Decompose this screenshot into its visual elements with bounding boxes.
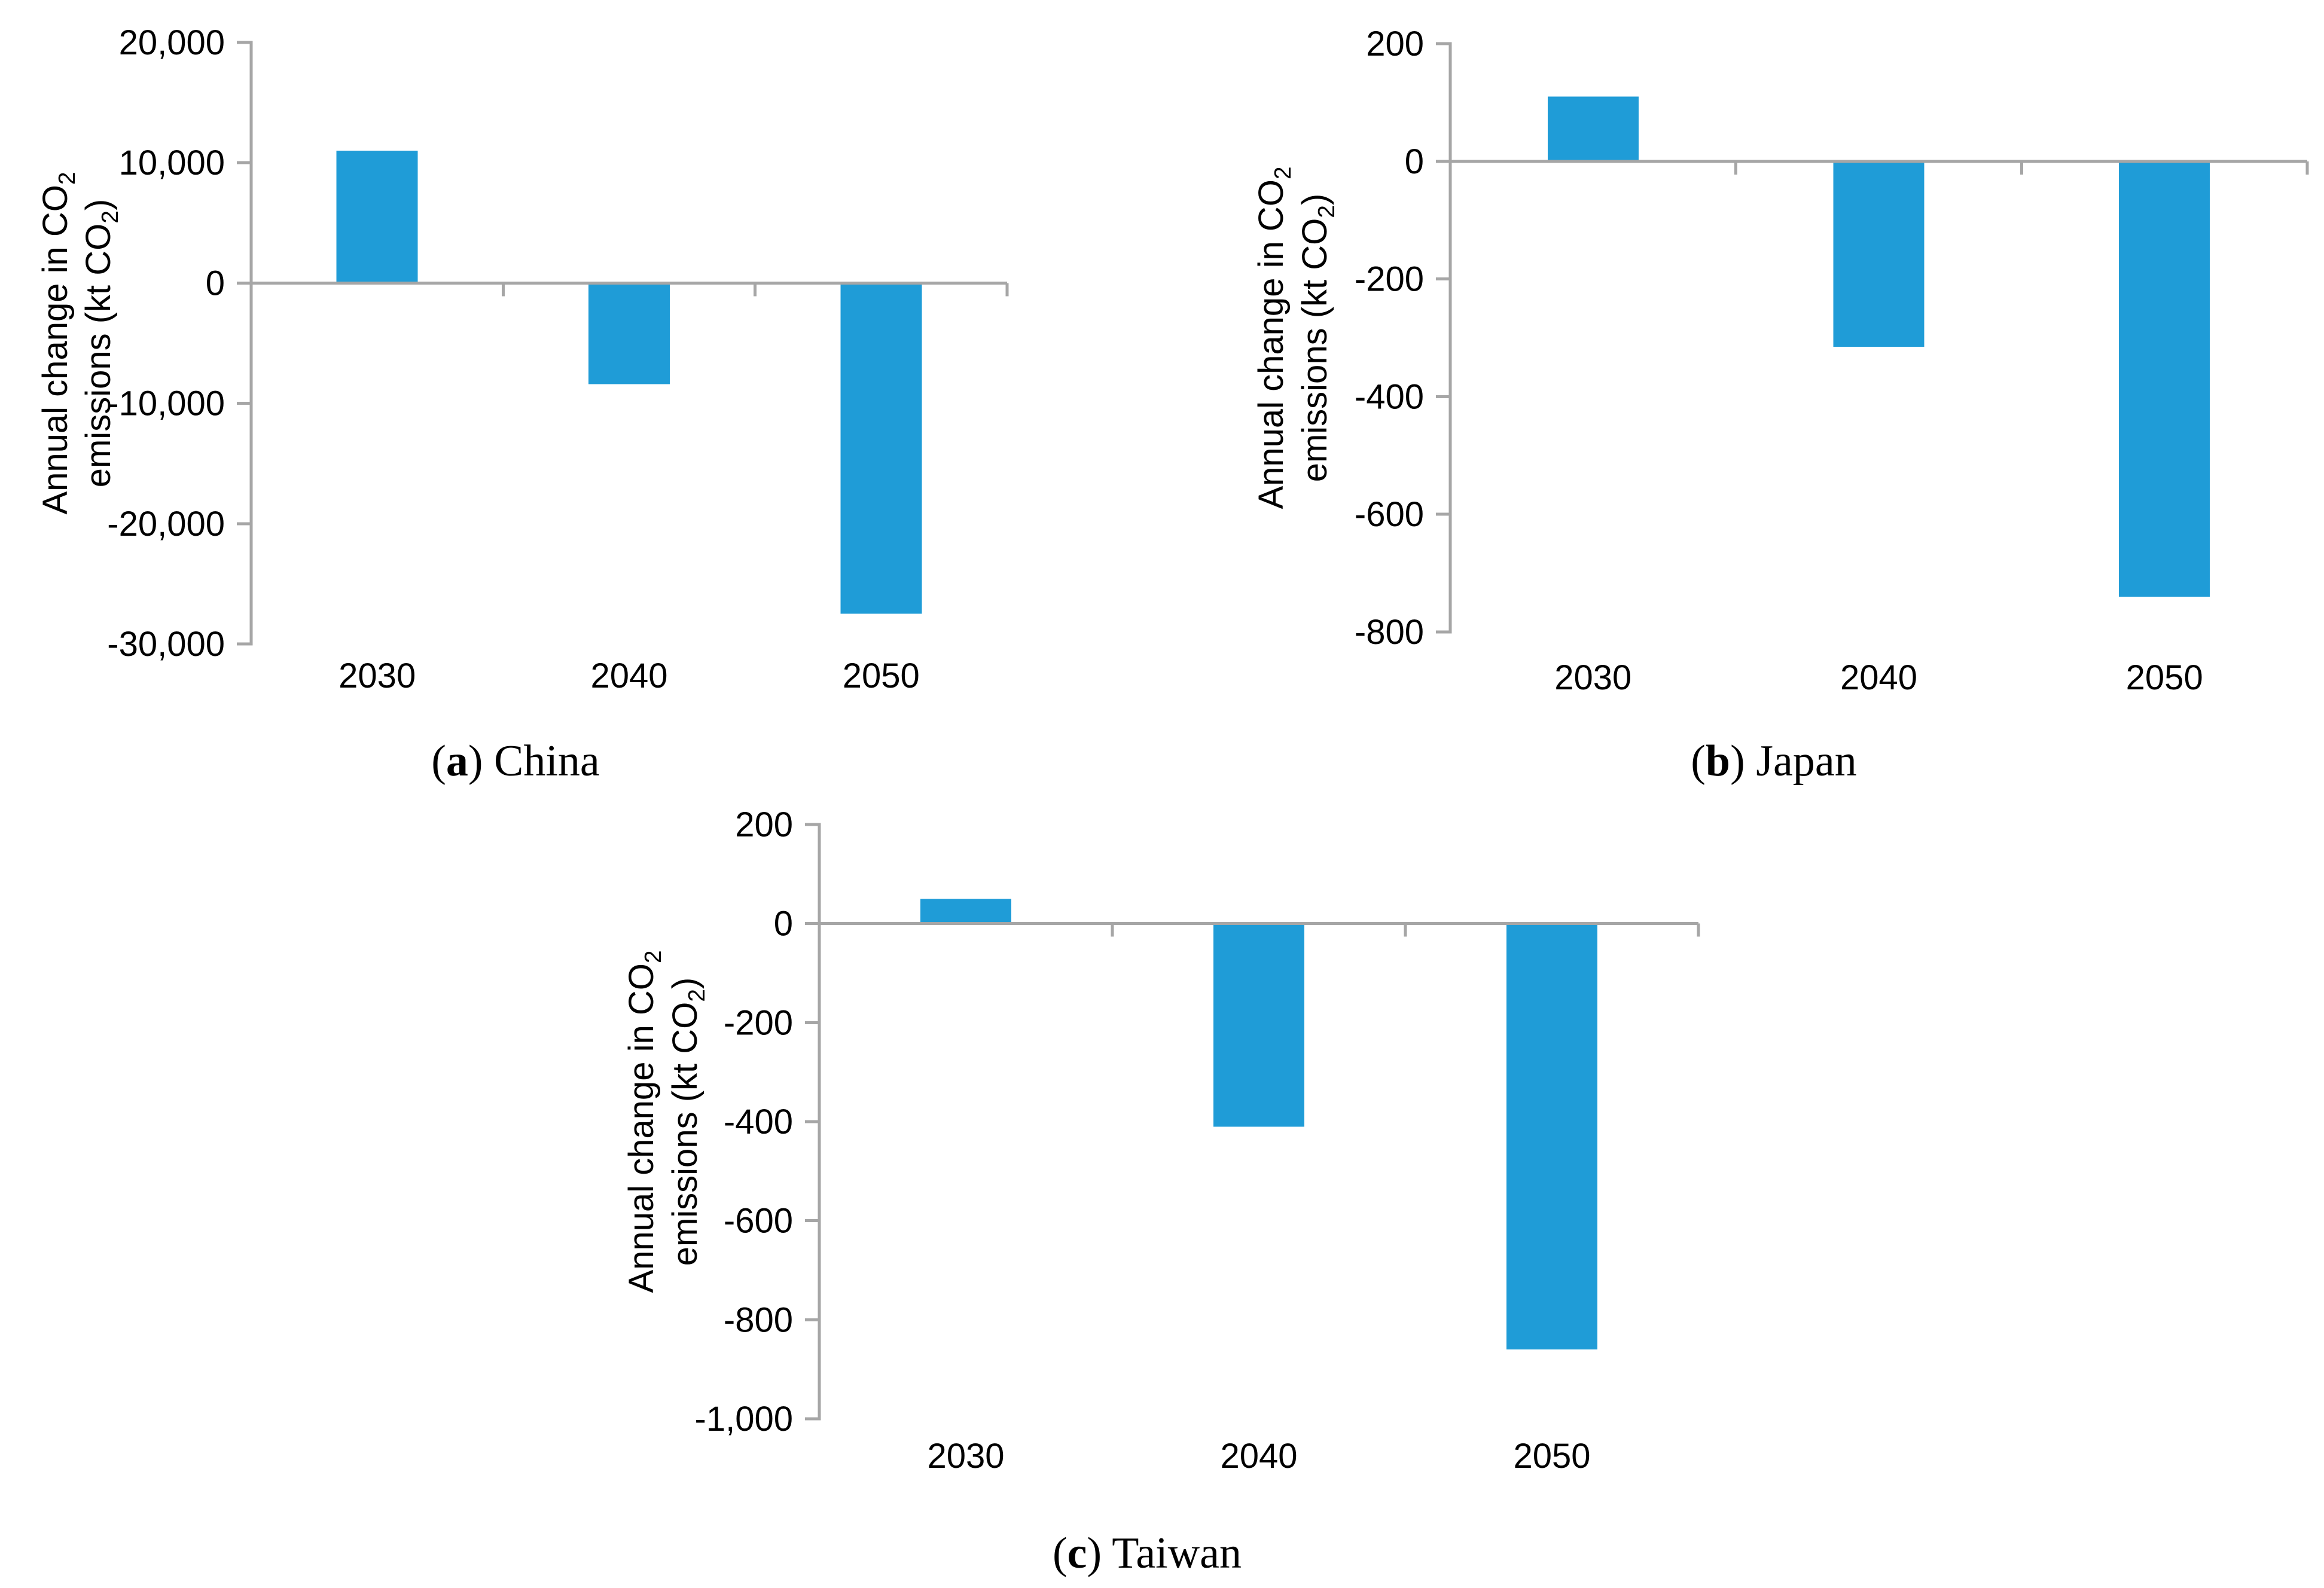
subscript-2: 2 xyxy=(54,172,80,185)
x-tick-label-b-2030: 2030 xyxy=(1554,658,1631,697)
bar-c-2030 xyxy=(920,899,1011,924)
y-tick-label-c--200: -200 xyxy=(724,1003,793,1042)
caption-c: (c) Taiwan xyxy=(1053,1529,1242,1578)
x-tick-label-c-2050: 2050 xyxy=(1513,1437,1590,1476)
bar-b-2040 xyxy=(1833,161,1925,347)
x-tick-label-c-2040: 2040 xyxy=(1220,1437,1297,1476)
y-tick-label-c--800: -800 xyxy=(724,1300,793,1339)
y-tick-label-c--400: -400 xyxy=(724,1103,793,1141)
subscript-2: 2 xyxy=(1270,166,1296,179)
y-tick-label-b-200: 200 xyxy=(1366,25,1424,63)
bar-a-2030 xyxy=(336,151,418,283)
caption-letter-b: b xyxy=(1706,737,1730,786)
x-tick-label-a-2050: 2050 xyxy=(843,656,920,695)
bar-b-2030 xyxy=(1547,96,1639,161)
bar-b-2050 xyxy=(2119,161,2210,597)
chart-panel-b: 200 0 -200 -400 -600 -800 2030 2040 2050 Annual c… xyxy=(1252,25,2309,786)
bar-c-2050 xyxy=(1506,923,1597,1350)
y-tick-label-c-200: 200 xyxy=(735,805,793,844)
y-axis-title-line2-b: emissions (kt CO2) xyxy=(1295,194,1340,482)
x-tick-label-b-2040: 2040 xyxy=(1840,658,1917,697)
y-tick-label-b--600: -600 xyxy=(1355,495,1424,534)
y-tick-label-b-0: 0 xyxy=(1405,142,1424,181)
y-tick-label-b--200: -200 xyxy=(1355,260,1424,299)
subscript-2: 2 xyxy=(641,950,666,963)
y-tick-label-c--600: -600 xyxy=(724,1202,793,1241)
caption-letter-c: c xyxy=(1068,1529,1087,1578)
y-axis-title-line1-c: Annual change in CO2 xyxy=(622,950,666,1293)
y-axis-title-line2-a: emissions (kt CO2) xyxy=(79,199,123,488)
caption-a: (a) China xyxy=(431,737,600,786)
y-tick-label-b--800: -800 xyxy=(1355,613,1424,652)
y-axis-title-line1-b: Annual change in CO2 xyxy=(1252,166,1296,509)
x-tick-label-c-2030: 2030 xyxy=(927,1437,1004,1476)
caption-letter-a: a xyxy=(446,737,468,786)
y-tick-label-b--400: -400 xyxy=(1355,377,1424,416)
y-tick-label-c--1,000: -1,000 xyxy=(695,1400,793,1439)
y-tick-label-a-10,000: 10,000 xyxy=(119,143,225,182)
chart-panel-c: 200 0 -200 -400 -600 -800 -1,000 2030 2040 2050 An… xyxy=(622,805,1700,1578)
y-axis-title-line2-c: emissions (kt CO2) xyxy=(666,978,710,1266)
x-tick-label-a-2030: 2030 xyxy=(338,656,416,695)
y-tick-label-a--20,000: -20,000 xyxy=(107,505,225,543)
bar-c-2040 xyxy=(1213,923,1304,1127)
y-tick-label-a--10,000: -10,000 xyxy=(107,384,225,423)
y-tick-label-a--30,000: -30,000 xyxy=(107,625,225,664)
bar-a-2040 xyxy=(588,283,670,384)
subscript-2: 2 xyxy=(684,989,710,1002)
x-tick-label-a-2040: 2040 xyxy=(590,656,667,695)
x-tick-label-b-2050: 2050 xyxy=(2126,658,2203,697)
caption-b: (b) Japan xyxy=(1691,737,1856,786)
bar-a-2050 xyxy=(840,283,922,614)
y-tick-label-a-0: 0 xyxy=(206,264,225,303)
y-tick-label-c-0: 0 xyxy=(774,905,793,943)
subscript-2: 2 xyxy=(97,210,123,224)
chart-panel-a: 20,000 10,000 0 -10,000 -20,000 -30,000 2030 20… xyxy=(36,23,1009,786)
y-axis-title-line1-a: Annual change in CO2 xyxy=(36,172,80,514)
subscript-2: 2 xyxy=(1314,205,1340,218)
y-tick-label-a-20,000: 20,000 xyxy=(119,23,225,62)
